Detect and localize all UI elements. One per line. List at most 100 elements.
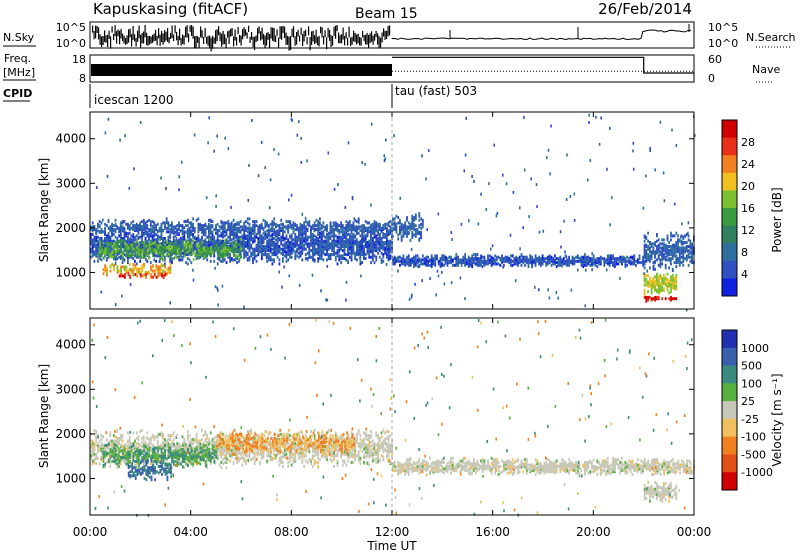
noise-sample: [219, 32, 221, 42]
heat-cell: [421, 218, 424, 222]
heat-cell: [181, 255, 184, 259]
heat-cell: [671, 276, 674, 280]
heat-cell: [167, 235, 170, 239]
heat-cell: [356, 249, 358, 253]
heat-cell: [118, 245, 120, 248]
heat-cell: [142, 231, 145, 235]
heat-cell: [349, 220, 351, 224]
noise-sample: [174, 25, 176, 34]
heat-cell: [119, 225, 122, 229]
heat-cell: [268, 206, 271, 210]
heat-cell: [257, 245, 260, 248]
heat-cell: [179, 224, 182, 228]
heat-cell: [478, 257, 481, 261]
heat-cell: [122, 265, 124, 269]
heat-cell: [227, 251, 230, 255]
heat-cell: [141, 248, 144, 252]
heat-cell: [273, 258, 275, 262]
noise-sample: [224, 34, 226, 45]
heat-cell: [312, 224, 314, 228]
noise-tick-right-bottom: 10^0: [708, 37, 738, 50]
noise-sample: [251, 32, 253, 40]
heat-cell: [338, 250, 341, 254]
heat-cell: [176, 224, 179, 228]
heat-cell: [299, 241, 302, 244]
heat-cell: [127, 255, 129, 259]
heat-cell: [343, 232, 346, 236]
heat-cell: [400, 222, 403, 226]
heat-cell: [663, 253, 665, 257]
heat-cell: [538, 230, 541, 234]
heat-cell: [392, 257, 394, 261]
heat-cell: [600, 116, 602, 120]
heat-cell: [343, 235, 346, 239]
heat-cell: [329, 253, 332, 257]
heat-cell: [211, 235, 214, 239]
heat-cell: [181, 228, 184, 232]
heat-cell: [262, 226, 265, 230]
heat-cell: [227, 220, 230, 224]
power-ylabel: Slant Range [km]: [37, 158, 51, 262]
heat-cell: [487, 262, 489, 266]
heat-cell: [413, 262, 415, 266]
heat-cell: [215, 225, 217, 229]
heat-cell: [197, 222, 200, 226]
heat-cell: [294, 235, 297, 239]
heat-cell: [308, 253, 311, 257]
heat-cell: [111, 239, 113, 243]
heat-cell: [255, 247, 258, 251]
heat-cell: [675, 297, 678, 301]
heat-cell: [659, 276, 662, 280]
heat-cell: [397, 237, 400, 241]
colorbar-segment: [722, 208, 737, 227]
heat-cell: [187, 240, 190, 244]
heat-cell: [299, 222, 302, 226]
heat-cell: [400, 230, 402, 234]
heat-cell: [395, 214, 398, 218]
heat-cell: [402, 254, 405, 258]
heat-cell: [123, 243, 126, 247]
heat-cell: [380, 251, 383, 255]
frequency-trace: [91, 56, 694, 76]
heat-cell: [219, 251, 221, 255]
heat-cell: [241, 228, 244, 232]
heat-cell: [320, 289, 322, 293]
heat-cell: [612, 261, 614, 265]
heat-cell: [430, 258, 433, 262]
heat-cell: [282, 222, 284, 226]
heat-cell: [371, 237, 374, 240]
heat-cell: [109, 245, 112, 248]
heat-cell: [666, 282, 669, 285]
heat-cell: [123, 226, 126, 230]
heat-cell: [134, 273, 137, 277]
heat-cell: [460, 222, 463, 226]
heat-cell: [650, 283, 653, 287]
heat-cell: [319, 221, 321, 225]
heat-cell: [647, 231, 649, 235]
heat-cell: [421, 222, 424, 226]
heat-cell: [285, 259, 288, 263]
heat-cell: [125, 270, 128, 274]
heat-cell: [139, 248, 142, 252]
heat-cell: [271, 220, 274, 224]
heat-cell: [105, 460, 108, 464]
heat-cell: [668, 283, 671, 287]
heat-cell: [130, 268, 133, 272]
heat-cell: [423, 257, 426, 261]
heat-cell: [451, 258, 454, 262]
heat-cell: [453, 263, 456, 267]
heat-cell: [120, 252, 123, 256]
heat-cell: [671, 257, 674, 261]
heat-cell: [198, 256, 200, 260]
heat-cell: [273, 247, 275, 251]
heat-cell: [290, 247, 293, 251]
heat-cell: [278, 258, 281, 262]
heat-cell: [352, 241, 355, 244]
heat-cell: [116, 237, 119, 240]
noise-sample: [108, 30, 110, 39]
heat-cell: [297, 232, 300, 236]
heat-cell: [663, 242, 665, 246]
heat-cell: [596, 257, 599, 261]
heat-cell: [136, 274, 139, 278]
